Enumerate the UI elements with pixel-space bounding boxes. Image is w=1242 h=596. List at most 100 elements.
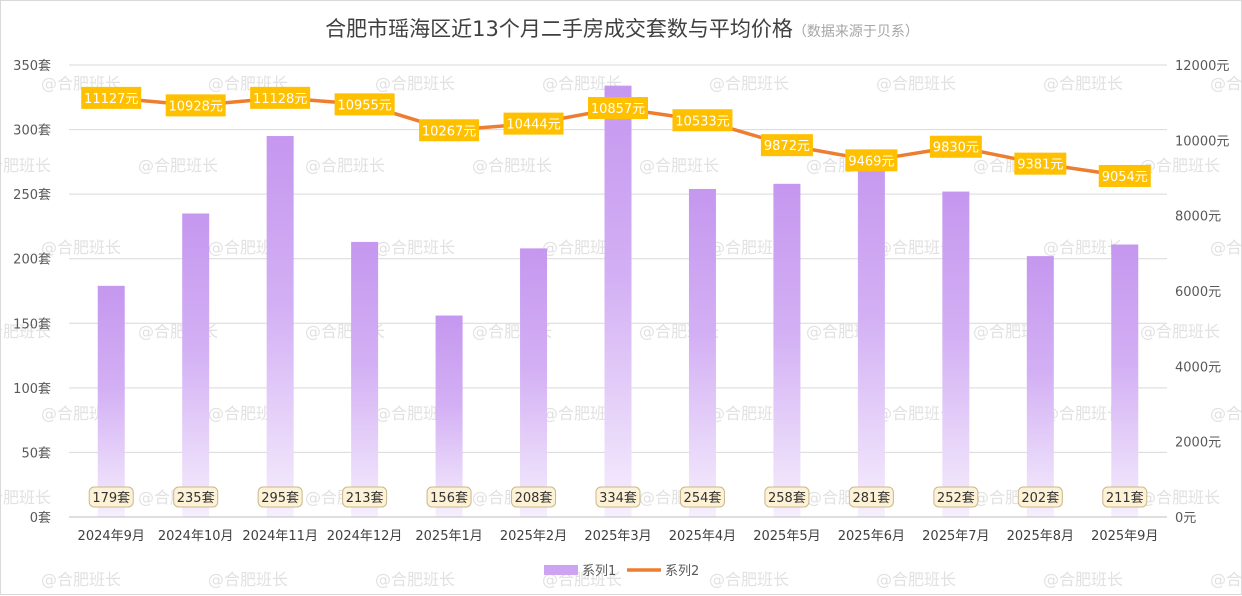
watermark-text: @合肥班长 (1043, 238, 1123, 257)
bar-label-box (342, 486, 388, 508)
watermark-text: @合肥班长 (876, 74, 956, 93)
left-tick-label: 150套 (13, 316, 51, 332)
watermark-text: @合肥班长 (375, 238, 455, 257)
line-label-box (929, 135, 982, 158)
line-label-box (588, 97, 648, 120)
bar-data-label: 202套 (1021, 490, 1059, 506)
left-tick-label: 350套 (13, 58, 51, 74)
right-tick-label: 2000元 (1175, 436, 1221, 451)
right-tick-label: 8000元 (1175, 210, 1221, 225)
right-tick-label: 10000元 (1175, 134, 1229, 149)
watermark-text: @合肥班长 (1, 322, 51, 341)
bar-label-box (679, 486, 725, 508)
line-label-box (760, 134, 813, 157)
watermark-text: @合肥班长 (542, 238, 622, 257)
line-data-label: 9830元 (933, 141, 979, 156)
line-label-box (1014, 152, 1067, 175)
category-label: 2025年4月 (669, 529, 736, 544)
bar-label-box (764, 486, 810, 508)
category-label: 2024年10月 (158, 529, 234, 544)
bar-3 (266, 136, 294, 517)
watermark-text: @合肥班长 (1210, 238, 1242, 257)
watermark-text: @合肥班长 (639, 156, 719, 175)
bar-label-box (1017, 486, 1063, 508)
line-label-box (672, 109, 733, 132)
category-label: 2025年5月 (753, 529, 820, 544)
watermark-text: @合肥班长 (1140, 156, 1220, 175)
line-data-label: 9872元 (764, 139, 810, 154)
watermark-text: @合肥班长 (876, 238, 956, 257)
bar-data-label: 156套 (430, 490, 468, 506)
bar-11 (942, 191, 970, 517)
category-label: 2024年12月 (327, 529, 403, 544)
left-tick-label: 200套 (13, 252, 51, 268)
bar-label-box (257, 486, 303, 508)
bar-data-label: 235套 (177, 490, 215, 506)
watermark-text: @合肥班长 (305, 156, 385, 175)
left-tick-label: 250套 (13, 187, 51, 203)
watermark-text: @合肥班长 (709, 238, 789, 257)
watermark-text: @合肥班长 (876, 570, 956, 589)
watermark-text: @合肥班长 (41, 238, 121, 257)
watermark-text: @合肥班长 (1140, 488, 1220, 507)
category-label: 2025年8月 (1007, 529, 1074, 544)
chart-subtitle: （数据来源于贝系） (792, 24, 919, 40)
left-tick-label: 50套 (21, 445, 51, 461)
watermark-text: @合肥班长 (1140, 322, 1220, 341)
category-label: 2025年1月 (415, 529, 482, 544)
watermark-text: @合肥班长 (375, 570, 455, 589)
right-tick-label: 0元 (1175, 511, 1196, 526)
bar-7 (604, 85, 632, 518)
legend-series2-label: 系列2 (665, 564, 699, 579)
bar-12 (1026, 256, 1054, 517)
line-data-label: 11127元 (84, 92, 138, 107)
category-label: 2024年9月 (78, 529, 145, 544)
chart-title-block: 合肥市瑶海区近13个月二手房成交套数与平均价格（数据来源于贝系） (1, 13, 1242, 43)
bar-data-label: 295套 (261, 490, 299, 506)
category-label: 2024年11月 (242, 529, 318, 544)
watermark-text: @合肥班长 (41, 570, 121, 589)
line-data-label: 9381元 (1017, 158, 1063, 173)
bar-label-box (426, 486, 472, 508)
bar-label-box (595, 486, 641, 508)
watermark-text: @合肥班长 (208, 570, 288, 589)
line-label-box (334, 93, 395, 116)
bar-8 (688, 188, 716, 517)
bar-4 (351, 241, 379, 517)
line-data-label: 10444元 (506, 118, 560, 133)
watermark-text: @合肥班长 (709, 404, 789, 423)
line-label-box (419, 119, 480, 142)
bar-10 (857, 154, 885, 517)
right-tick-label: 6000元 (1175, 285, 1221, 300)
watermark-text: @合肥班长 (876, 404, 956, 423)
category-label: 2025年3月 (584, 529, 651, 544)
bar-5 (435, 315, 463, 517)
bar-data-label: 258套 (768, 490, 806, 506)
category-label: 2025年6月 (838, 529, 905, 544)
line-label-box (1098, 164, 1151, 187)
bar-9 (773, 183, 801, 517)
line-data-label: 9054元 (1102, 170, 1148, 185)
bar-data-label: 208套 (515, 490, 553, 506)
line-data-label: 10857元 (591, 102, 645, 117)
bar-data-label: 334套 (599, 490, 637, 506)
legend-bar-swatch (544, 565, 578, 575)
line-data-label: 10533元 (675, 114, 729, 129)
line-data-label: 10955元 (337, 98, 391, 113)
right-tick-label: 4000元 (1175, 360, 1221, 375)
watermark-text: @合肥班长 (1043, 74, 1123, 93)
watermark-text: @合肥班长 (1043, 404, 1123, 423)
watermark-text: @合肥班长 (1, 488, 51, 507)
bar-2 (182, 213, 210, 517)
watermark-text: @合肥班长 (375, 404, 455, 423)
category-label: 2025年9月 (1091, 529, 1158, 544)
line-label-box (81, 86, 142, 109)
bar-6 (520, 248, 548, 517)
watermark-text: @合肥班长 (1210, 570, 1242, 589)
line-data-label: 9469元 (848, 154, 894, 169)
watermark-text: @合肥班长 (472, 156, 552, 175)
bar-label-box (848, 486, 894, 508)
category-label: 2025年7月 (922, 529, 989, 544)
watermark-text: @合肥班长 (542, 404, 622, 423)
